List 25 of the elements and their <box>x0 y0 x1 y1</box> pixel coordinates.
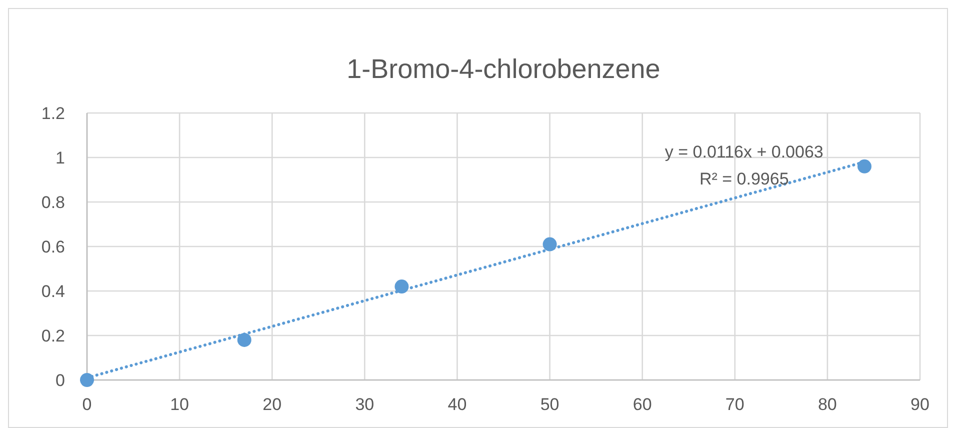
y-tick-label: 1.2 <box>41 104 65 123</box>
point <box>394 280 409 294</box>
y-tick-label: 0.6 <box>41 238 65 256</box>
x-tick-label: 80 <box>818 395 837 414</box>
x-tick-label: 30 <box>355 395 374 414</box>
annotation: y = 0.0116x + 0.0063 <box>664 142 824 162</box>
y-tick-label: 0 <box>56 371 65 390</box>
point <box>237 332 252 347</box>
annotation: R² = 0.9965 <box>699 170 789 188</box>
x-tick-label: 10 <box>170 395 190 414</box>
y-tick-label: 0.4 <box>41 282 65 301</box>
x-tick-label: 20 <box>262 395 282 414</box>
point <box>542 237 557 252</box>
point <box>857 159 872 174</box>
x-tick-label: 50 <box>540 395 560 414</box>
y-tick-label: 0.2 <box>41 326 65 346</box>
x-tick-label: 0 <box>82 395 92 414</box>
y-tick-label: 0.8 <box>41 193 65 212</box>
x-tick-label: 70 <box>725 395 744 414</box>
point <box>80 373 94 387</box>
chart-title: 1-Bromo-4-chlorobenzene <box>346 54 660 84</box>
y-tick-label: 1 <box>56 148 65 168</box>
x-tick-label: 90 <box>910 395 930 414</box>
x-tick-label: 40 <box>448 395 467 414</box>
x-tick-label: 60 <box>632 395 652 414</box>
